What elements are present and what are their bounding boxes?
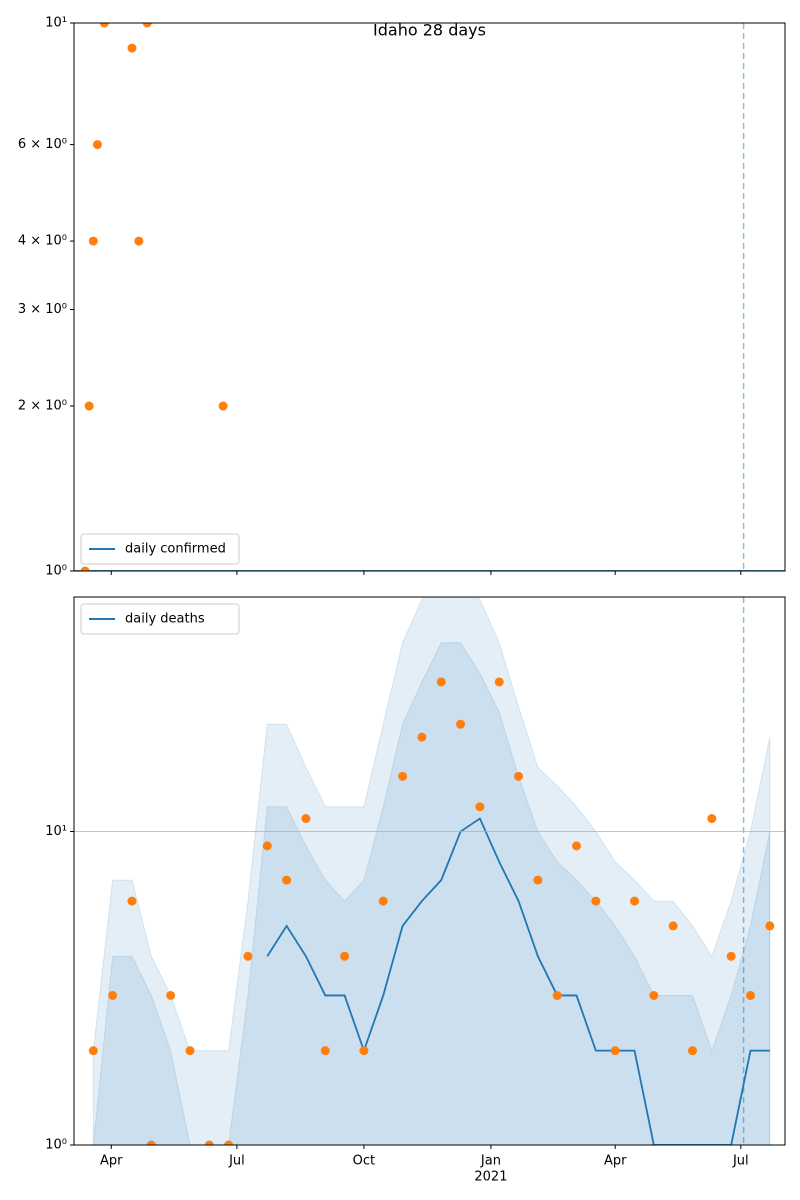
y-tick-label: 3 × 10⁰ xyxy=(18,302,67,317)
point xyxy=(707,814,717,824)
point xyxy=(668,921,678,931)
point xyxy=(134,236,144,246)
point xyxy=(417,732,427,742)
point xyxy=(630,896,640,906)
point xyxy=(84,401,94,411)
point xyxy=(262,841,272,851)
point xyxy=(142,23,152,28)
point xyxy=(436,677,446,687)
point xyxy=(243,951,253,961)
point xyxy=(224,1140,234,1145)
x-tick-label: Apr xyxy=(100,1154,123,1169)
point xyxy=(765,921,775,931)
point xyxy=(649,990,659,1000)
point xyxy=(533,875,543,885)
point xyxy=(108,990,118,1000)
legend-box xyxy=(80,533,240,565)
point xyxy=(99,23,109,28)
axes-frame xyxy=(73,596,786,1146)
point xyxy=(552,990,562,1000)
point xyxy=(398,771,408,781)
y-tick-label: 2 × 10⁰ xyxy=(18,399,67,414)
y-tick-label: 10¹ xyxy=(45,824,67,839)
point xyxy=(88,1046,98,1056)
point xyxy=(688,1046,698,1056)
point xyxy=(610,1046,620,1056)
point xyxy=(591,896,601,906)
point xyxy=(359,1046,369,1056)
axes-frame xyxy=(73,22,786,572)
point xyxy=(80,566,90,571)
point xyxy=(282,875,292,885)
x-tick-label: Jul xyxy=(228,1154,245,1169)
point xyxy=(301,814,311,824)
x-tick-label: Jul xyxy=(732,1154,749,1169)
plot-area xyxy=(74,23,785,571)
point xyxy=(88,236,98,246)
y-tick-label: 10¹ xyxy=(45,16,67,31)
point xyxy=(127,896,137,906)
y-tick-label: 10⁰ xyxy=(45,1138,67,1153)
x-tick-label: Oct xyxy=(353,1154,375,1169)
band xyxy=(92,642,771,1145)
legend-label: daily confirmed xyxy=(125,542,226,557)
point xyxy=(456,719,466,729)
point xyxy=(745,990,755,1000)
point xyxy=(218,401,228,411)
point xyxy=(185,1046,195,1056)
point xyxy=(340,951,350,961)
y-tick-label: 4 × 10⁰ xyxy=(18,234,67,249)
y-tick-label: 10⁰ xyxy=(45,564,67,579)
point xyxy=(726,951,736,961)
x-year-label: 2021 xyxy=(474,1170,507,1185)
point xyxy=(146,1140,156,1145)
point xyxy=(127,43,137,53)
point xyxy=(494,677,504,687)
point xyxy=(572,841,582,851)
point xyxy=(204,1140,214,1145)
line xyxy=(266,817,770,1145)
legend-box xyxy=(80,603,240,635)
point xyxy=(514,771,524,781)
point xyxy=(475,802,485,812)
x-tick-label: Jan xyxy=(480,1154,501,1169)
band xyxy=(92,597,771,1145)
legend-label: daily deaths xyxy=(125,612,205,627)
x-tick-label: Apr xyxy=(604,1154,627,1169)
point xyxy=(166,990,176,1000)
point xyxy=(320,1046,330,1056)
point xyxy=(92,140,102,150)
plot-area xyxy=(88,597,775,1145)
y-tick-label: 6 × 10⁰ xyxy=(18,137,67,152)
chart-title: Idaho 28 days xyxy=(373,21,486,40)
point xyxy=(378,896,388,906)
